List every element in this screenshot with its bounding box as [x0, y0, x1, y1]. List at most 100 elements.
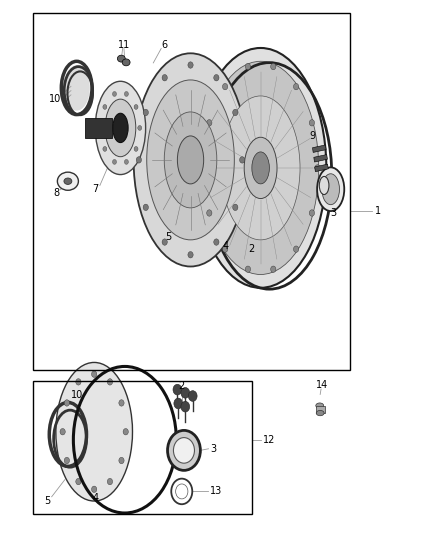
- Text: 3: 3: [210, 444, 216, 454]
- Circle shape: [181, 387, 190, 398]
- Ellipse shape: [117, 55, 125, 62]
- Circle shape: [201, 165, 206, 171]
- Ellipse shape: [319, 176, 329, 195]
- Text: 13: 13: [210, 487, 223, 496]
- Text: 6: 6: [161, 41, 167, 50]
- Text: 4: 4: [92, 494, 99, 503]
- Circle shape: [138, 126, 142, 131]
- Text: 2: 2: [249, 244, 255, 254]
- Circle shape: [99, 126, 103, 131]
- Circle shape: [214, 239, 219, 245]
- Circle shape: [207, 210, 212, 216]
- Circle shape: [293, 84, 299, 90]
- Circle shape: [107, 378, 113, 385]
- Ellipse shape: [113, 114, 128, 143]
- Circle shape: [214, 75, 219, 81]
- Bar: [316, 406, 325, 413]
- Text: 1: 1: [374, 206, 381, 215]
- Ellipse shape: [221, 96, 300, 240]
- Text: 5: 5: [166, 232, 172, 242]
- Circle shape: [136, 157, 141, 163]
- Ellipse shape: [252, 152, 269, 184]
- Bar: [314, 155, 328, 162]
- Ellipse shape: [64, 178, 72, 184]
- Circle shape: [113, 159, 117, 164]
- Circle shape: [188, 252, 193, 258]
- Circle shape: [123, 429, 128, 435]
- Circle shape: [64, 457, 70, 464]
- Text: 2: 2: [179, 382, 185, 391]
- Ellipse shape: [57, 172, 78, 190]
- Circle shape: [162, 75, 167, 81]
- Ellipse shape: [56, 362, 132, 501]
- Circle shape: [143, 204, 148, 211]
- Circle shape: [245, 266, 251, 272]
- Bar: [314, 164, 328, 172]
- Circle shape: [293, 246, 299, 252]
- Ellipse shape: [316, 410, 324, 416]
- Circle shape: [103, 147, 107, 151]
- Circle shape: [92, 371, 97, 377]
- Circle shape: [188, 62, 193, 68]
- Ellipse shape: [105, 99, 136, 157]
- Ellipse shape: [167, 431, 200, 471]
- Text: 5: 5: [44, 496, 50, 506]
- Circle shape: [240, 157, 245, 163]
- Bar: [85, 118, 112, 138]
- Ellipse shape: [147, 80, 234, 240]
- Text: 9: 9: [310, 131, 316, 141]
- Text: 3: 3: [331, 208, 337, 218]
- Circle shape: [76, 378, 81, 385]
- Text: 10: 10: [49, 94, 61, 103]
- Text: 7: 7: [92, 184, 99, 194]
- Bar: [312, 145, 326, 152]
- Ellipse shape: [202, 61, 319, 274]
- Circle shape: [245, 63, 251, 70]
- Circle shape: [162, 239, 167, 245]
- Circle shape: [113, 92, 117, 96]
- Ellipse shape: [134, 53, 247, 266]
- Ellipse shape: [173, 438, 194, 463]
- Text: 14: 14: [316, 381, 328, 390]
- Text: 12: 12: [263, 435, 275, 445]
- Circle shape: [173, 384, 182, 395]
- Ellipse shape: [177, 136, 204, 184]
- Circle shape: [271, 266, 276, 272]
- Text: 10: 10: [71, 391, 83, 400]
- Circle shape: [103, 104, 107, 109]
- Circle shape: [188, 391, 197, 401]
- Circle shape: [174, 398, 183, 409]
- Circle shape: [107, 479, 113, 485]
- Text: 11: 11: [118, 41, 130, 50]
- Text: 8: 8: [53, 188, 59, 198]
- Ellipse shape: [322, 174, 339, 205]
- Circle shape: [271, 63, 276, 70]
- Circle shape: [124, 92, 128, 96]
- Circle shape: [207, 119, 212, 126]
- Circle shape: [223, 246, 228, 252]
- Circle shape: [134, 147, 138, 151]
- Circle shape: [134, 104, 138, 109]
- Circle shape: [233, 109, 238, 116]
- Circle shape: [119, 400, 124, 406]
- Circle shape: [309, 210, 314, 216]
- Circle shape: [119, 457, 124, 464]
- Circle shape: [64, 400, 70, 406]
- Ellipse shape: [95, 82, 145, 175]
- Ellipse shape: [244, 137, 277, 198]
- Ellipse shape: [164, 112, 217, 208]
- Circle shape: [124, 159, 128, 164]
- Circle shape: [181, 401, 190, 412]
- Circle shape: [76, 479, 81, 485]
- Text: 4: 4: [223, 241, 229, 251]
- Ellipse shape: [64, 66, 90, 110]
- Ellipse shape: [316, 403, 324, 408]
- Circle shape: [315, 165, 320, 171]
- Circle shape: [92, 486, 97, 492]
- Circle shape: [223, 84, 228, 90]
- Circle shape: [309, 119, 314, 126]
- Ellipse shape: [122, 59, 130, 66]
- Ellipse shape: [317, 167, 344, 211]
- Ellipse shape: [195, 48, 326, 288]
- Circle shape: [233, 204, 238, 211]
